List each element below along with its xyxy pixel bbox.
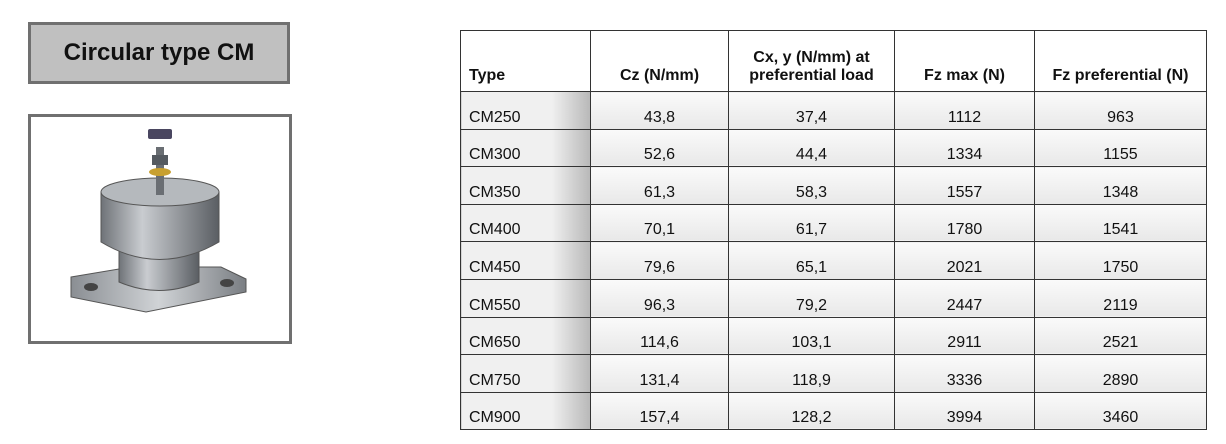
value-cell: 103,1	[728, 316, 895, 356]
value-cell: 96,3	[590, 278, 729, 318]
column-header: Fz max (N)	[894, 30, 1035, 92]
value-cell: 70,1	[590, 203, 729, 243]
value-cell: 1557	[894, 166, 1035, 205]
header-row: Type Cz (N/mm) Cx, y (N/mm) at preferentia…	[460, 30, 1207, 92]
value-cell: 2890	[1034, 354, 1207, 393]
value-cell: 131,4	[590, 354, 729, 393]
value-cell: 2521	[1034, 316, 1207, 356]
mount-illustration	[70, 129, 247, 313]
title: Circular type CM	[28, 22, 290, 84]
type-cell: CM400	[460, 203, 591, 243]
type-cell: CM750	[460, 354, 591, 393]
spec-table: Type Cz (N/mm) Cx, y (N/mm) at preferentia…	[460, 30, 1207, 431]
table-row: CM450 79,6 65,1 2021 1750	[460, 241, 1207, 280]
product-image	[28, 114, 292, 344]
table-row: CM250 43,8 37,4 1112 963	[460, 91, 1207, 130]
value-cell: 61,3	[590, 166, 729, 205]
value-cell: 2911	[894, 316, 1035, 356]
value-cell: 43,8	[590, 91, 729, 130]
value-cell: 52,6	[590, 128, 729, 168]
value-cell: 2447	[894, 278, 1035, 318]
type-cell: CM900	[460, 391, 591, 431]
value-cell: 157,4	[590, 391, 729, 431]
value-cell: 3994	[894, 391, 1035, 431]
table-row: CM550 96,3 79,2 2447 2119	[460, 278, 1207, 318]
type-cell: CM450	[460, 241, 591, 280]
type-cell: CM350	[460, 166, 591, 205]
table-row: CM900 157,4 128,2 3994 3460	[460, 391, 1207, 431]
type-cell: CM550	[460, 278, 591, 318]
value-cell: 1155	[1034, 128, 1207, 168]
value-cell: 37,4	[728, 91, 895, 130]
value-cell: 114,6	[590, 316, 729, 356]
table-row: CM350 61,3 58,3 1557 1348	[460, 166, 1207, 205]
value-cell: 2021	[894, 241, 1035, 280]
value-cell: 128,2	[728, 391, 895, 431]
table-row: CM750 131,4 118,9 3336 2890	[460, 354, 1207, 393]
table-row: CM650 114,6 103,1 2911 2521	[460, 316, 1207, 356]
value-cell: 1780	[894, 203, 1035, 243]
column-header: Fz preferential (N)	[1034, 30, 1207, 92]
column-header: Cz (N/mm)	[590, 30, 729, 92]
value-cell: 61,7	[728, 203, 895, 243]
column-header: Type	[460, 30, 591, 92]
value-cell: 1348	[1034, 166, 1207, 205]
value-cell: 1541	[1034, 203, 1207, 243]
value-cell: 118,9	[728, 354, 895, 393]
value-cell: 1112	[894, 91, 1035, 130]
table-row: CM400 70,1 61,7 1780 1541	[460, 203, 1207, 243]
value-cell: 1334	[894, 128, 1035, 168]
column-header: Cx, y (N/mm) at preferential load	[728, 30, 895, 92]
value-cell: 1750	[1034, 241, 1207, 280]
value-cell: 3460	[1034, 391, 1207, 431]
table-row: CM300 52,6 44,4 1334 1155	[460, 128, 1207, 168]
table-body: CM250 43,8 37,4 1112 963 CM300 52,6 44,4 1334 115…	[460, 91, 1207, 431]
type-cell: CM250	[460, 91, 591, 130]
value-cell: 79,2	[728, 278, 895, 318]
value-cell: 58,3	[728, 166, 895, 205]
value-cell: 2119	[1034, 278, 1207, 318]
value-cell: 3336	[894, 354, 1035, 393]
value-cell: 65,1	[728, 241, 895, 280]
type-cell: CM650	[460, 316, 591, 356]
value-cell: 963	[1034, 91, 1207, 130]
value-cell: 44,4	[728, 128, 895, 168]
type-cell: CM300	[460, 128, 591, 168]
value-cell: 79,6	[590, 241, 729, 280]
